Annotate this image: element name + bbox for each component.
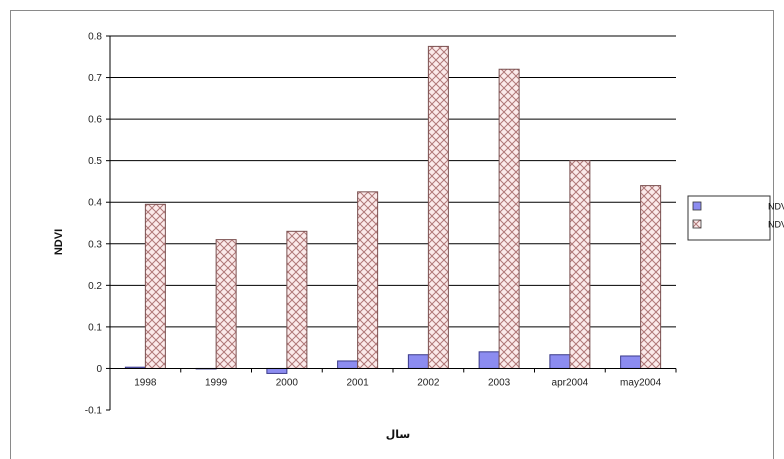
x-tick-label: 2001 — [347, 377, 370, 388]
bar-mean-2002 — [407, 354, 429, 369]
gridlines — [110, 35, 676, 328]
y-tick-label: 0.2 — [88, 281, 102, 292]
y-tick-label: 0.5 — [88, 156, 102, 167]
legend: NDVI میانگین NDVI بیشینه — [687, 195, 784, 241]
x-tick-label: 2002 — [417, 377, 440, 388]
chart-frame — [10, 10, 774, 459]
legend-swatch — [692, 201, 702, 211]
bar-mean-2000 — [266, 367, 288, 374]
bar-max-2003 — [498, 68, 520, 369]
axes — [106, 35, 677, 411]
x-tick-label: 1999 — [205, 377, 228, 388]
bar-mean-2003 — [478, 351, 500, 369]
y-tick-label: 0.8 — [88, 32, 102, 43]
x-tick-label: may2004 — [620, 377, 662, 388]
bar-max-2000 — [286, 230, 308, 369]
bars — [124, 45, 662, 374]
y-tick-label: 0.6 — [88, 115, 102, 126]
bar-max-2002 — [427, 45, 449, 369]
legend-swatch — [692, 219, 702, 229]
y-tick-label: 0 — [96, 364, 102, 375]
legend-label: NDVI میانگین — [768, 201, 784, 212]
bar-mean-2001 — [337, 360, 359, 369]
bar-max-1998 — [144, 203, 166, 369]
x-axis-label: سال — [386, 429, 411, 441]
bar-mean-apr2004 — [549, 354, 571, 369]
bar-mean-may2004 — [620, 355, 642, 369]
y-tick-label: 0.7 — [88, 73, 102, 84]
x-tick-label: 2003 — [488, 377, 511, 388]
tick-labels: -0.1 0 0.1 0.2 0.3 0.4 0.5 0.6 0.7 0.8 1998 1999 200… — [85, 32, 662, 417]
y-tick-label: 0.3 — [88, 239, 102, 250]
y-tick-label: 0.1 — [88, 322, 102, 333]
legend-box — [687, 195, 771, 241]
bar-max-1999 — [215, 239, 237, 369]
y-axis-label: NDVI — [53, 229, 65, 255]
bar-max-2001 — [357, 191, 379, 369]
y-tick-label: -0.1 — [85, 406, 103, 417]
legend-label: NDVI بیشینه — [768, 220, 784, 230]
bar-max-apr2004 — [569, 160, 591, 369]
x-tick-label: apr2004 — [552, 377, 589, 388]
x-tick-label: 2000 — [276, 377, 299, 388]
y-tick-label: 0.4 — [88, 198, 102, 209]
bar-max-may2004 — [640, 185, 662, 369]
x-tick-label: 1998 — [134, 377, 157, 388]
